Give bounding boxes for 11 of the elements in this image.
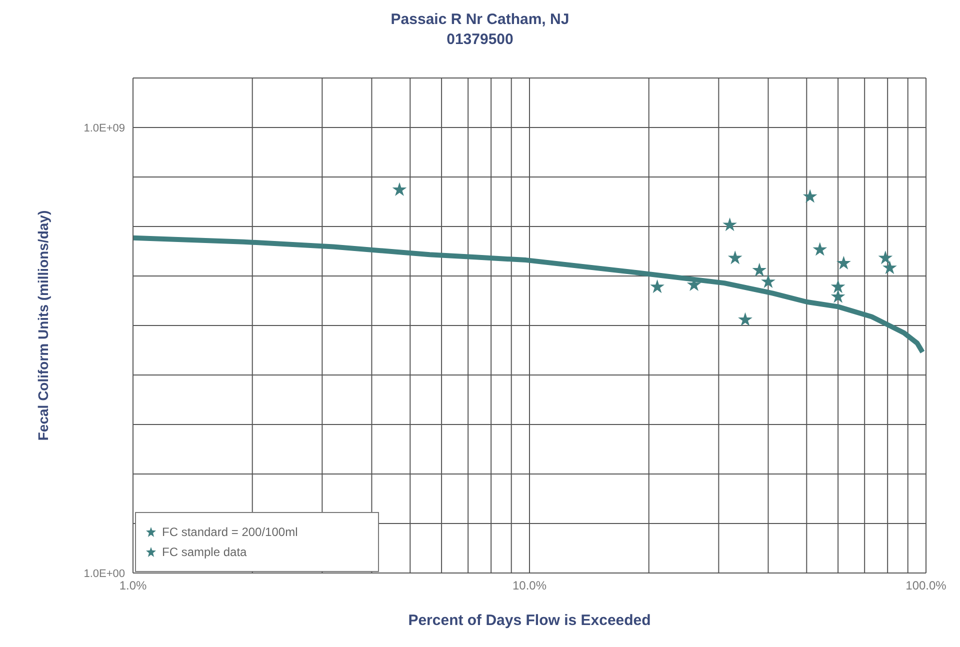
chart-title: Passaic R Nr Catham, NJ xyxy=(390,10,570,30)
legend-label: FC sample data xyxy=(162,545,247,559)
y-axis-title: Fecal Coliform Units (millions/day) xyxy=(34,210,51,441)
y-tick-label: 1.0E+09 xyxy=(84,122,125,134)
x-tick-label: 10.0% xyxy=(512,578,547,593)
y-tick-label: 1.0E+00 xyxy=(84,568,125,580)
legend-label: FC standard = 200/100ml xyxy=(162,525,298,539)
x-tick-label: 100.0% xyxy=(906,578,947,593)
x-axis-title: Percent of Days Flow is Exceeded xyxy=(408,612,651,629)
x-tick-label: 1.0% xyxy=(119,578,147,593)
chart-subtitle: 01379500 xyxy=(446,30,514,50)
